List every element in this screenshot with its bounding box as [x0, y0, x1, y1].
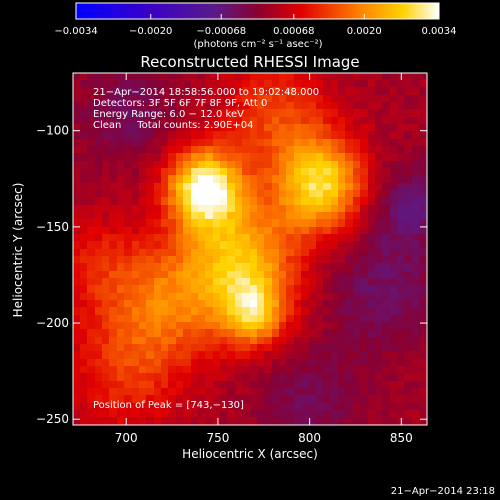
colorbar [75, 2, 440, 20]
x-tick-label: 700 [115, 431, 138, 445]
colorbar-tick-label: 0.0034 [422, 26, 457, 37]
y-tick-label: −200 [36, 316, 69, 330]
plot-frame [72, 72, 428, 426]
y-tick-label: −250 [36, 412, 69, 426]
colorbar-tick-label: −0.00068 [196, 26, 246, 37]
x-tick-label: 850 [390, 431, 413, 445]
y-axis-label: Heliocentric Y (arcsec) [11, 183, 25, 318]
chart-title: Reconstructed RHESSI Image [140, 53, 359, 71]
colorbar-tick-label: 0.00068 [273, 26, 314, 37]
x-axis-label: Heliocentric X (arcsec) [182, 447, 318, 461]
annotation-energy: Energy Range: 6.0 − 12.0 keV [93, 109, 244, 120]
colorbar-tick-label: 0.0020 [347, 26, 382, 37]
y-tick-label: −150 [36, 220, 69, 234]
peak-label: Position of Peak = [743,−130] [93, 400, 244, 411]
annotation-counts: Clean Total counts: 2.90E+04 [93, 120, 253, 131]
colorbar-tick-label: −0.0034 [54, 26, 97, 37]
x-tick-label: 750 [206, 431, 229, 445]
annotation-detectors: Detectors: 3F 5F 6F 7F 8F 9F, Att 0 [93, 98, 267, 109]
heatmap-image [73, 73, 427, 425]
x-tick-label: 800 [298, 431, 321, 445]
colorbar-ticks: −0.0034 −0.0020 −0.00068 0.00068 0.0020 0.003… [54, 14, 457, 37]
axis-ticks: 700 750 800 850 −100 −150 −200 −250 [36, 73, 427, 445]
colorbar-tick-label: −0.0020 [129, 26, 172, 37]
y-tick-label: −100 [36, 124, 69, 138]
annotation-time: 21−Apr−2014 18:58:56.000 to 19:02:48.000 [93, 87, 319, 98]
footer-timestamp: 21−Apr−2014 23:18 [391, 486, 495, 497]
colorbar-units: (photons cm⁻² s⁻¹ asec⁻²) [193, 39, 322, 50]
annotation-block: 21−Apr−2014 18:58:56.000 to 19:02:48.000… [93, 87, 319, 131]
